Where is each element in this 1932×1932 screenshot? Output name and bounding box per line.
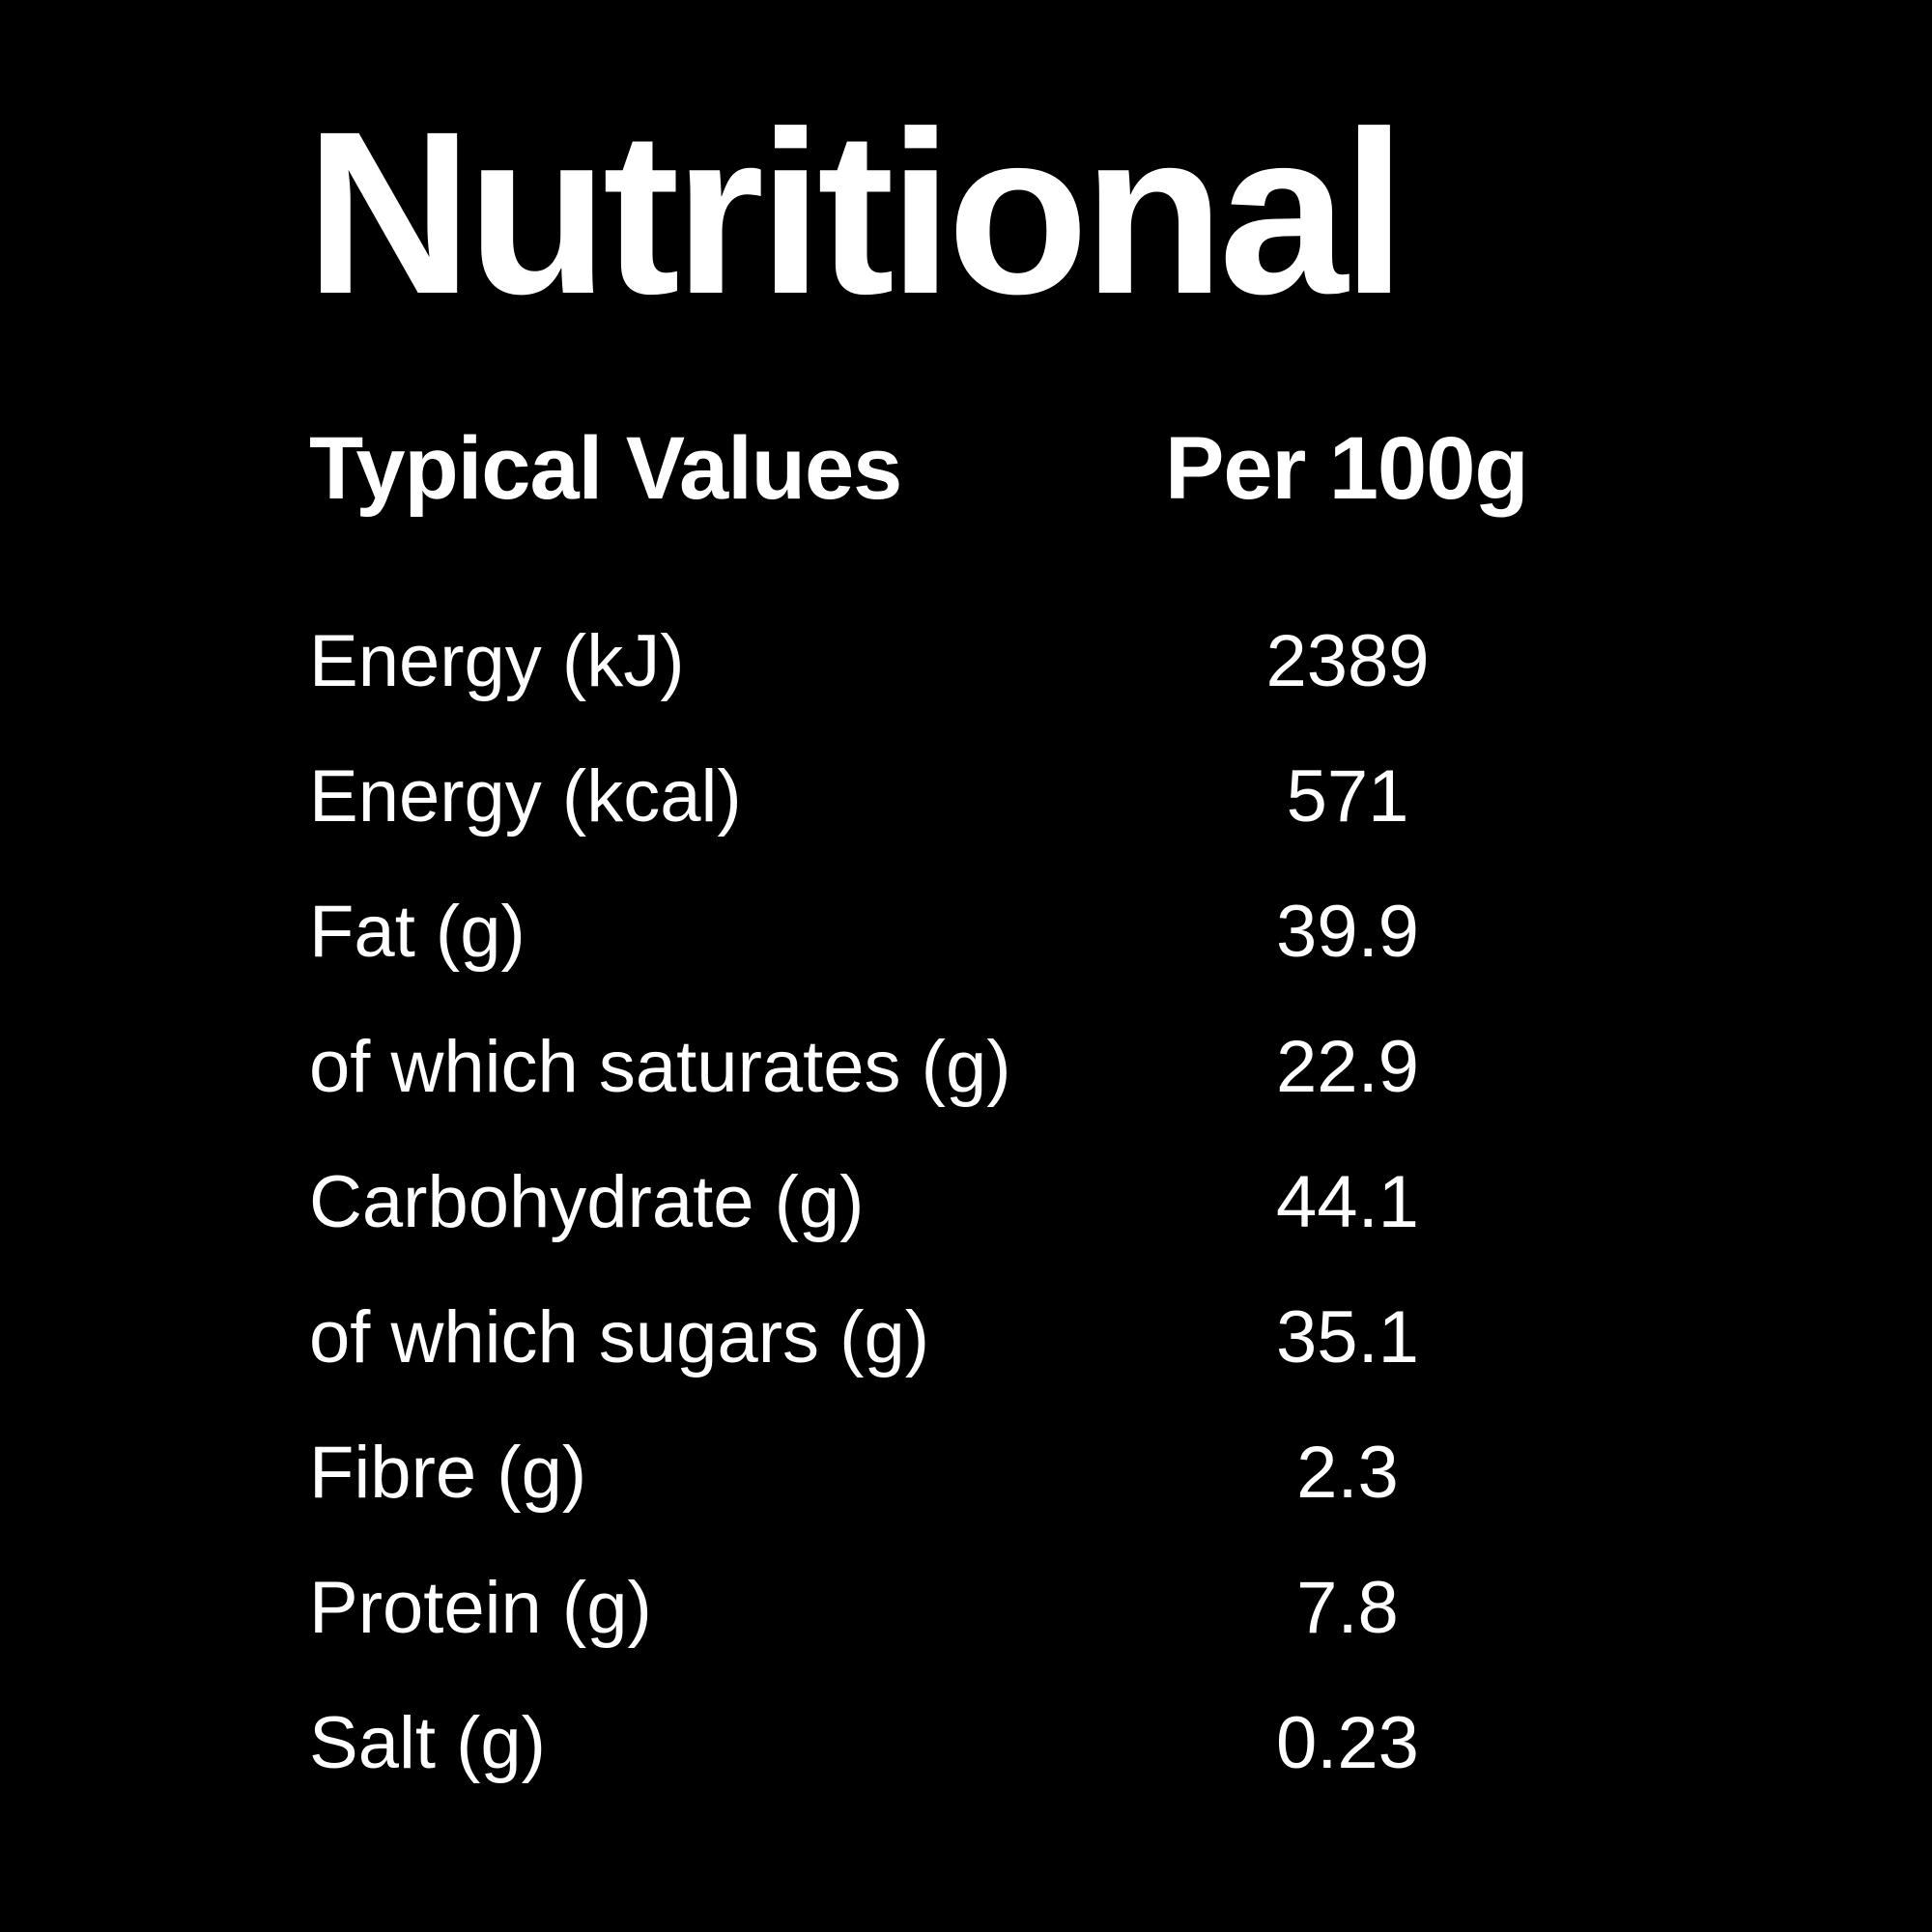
table-row: Energy (kJ) 2389 (0, 609, 1932, 744)
row-value: 44.1 (1276, 1161, 1419, 1243)
row-label: Energy (kJ) (309, 620, 685, 702)
table-row: Protein (g) 7.8 (0, 1555, 1932, 1690)
table-header-row: Typical Values Per 100g (0, 415, 1932, 522)
row-value: 2389 (1265, 620, 1430, 702)
nutrition-table: Energy (kJ) 2389 Energy (kcal) 571 Fat (… (0, 609, 1932, 1826)
row-value: 7.8 (1296, 1567, 1399, 1649)
row-label: of which sugars (g) (309, 1296, 930, 1378)
table-row: of which saturates (g) 22.9 (0, 1014, 1932, 1150)
row-label: Protein (g) (309, 1567, 652, 1649)
row-label: Energy (kcal) (309, 755, 742, 838)
table-row: Energy (kcal) 571 (0, 744, 1932, 879)
table-row: of which sugars (g) 35.1 (0, 1285, 1932, 1420)
row-value: 22.9 (1276, 1026, 1419, 1108)
table-row: Fibre (g) 2.3 (0, 1420, 1932, 1555)
row-label: Fat (g) (309, 891, 526, 973)
column-header-per-100g: Per 100g (1165, 419, 1529, 518)
table-row: Fat (g) 39.9 (0, 879, 1932, 1014)
page-title: Nutritional (305, 83, 1406, 342)
row-label: of which saturates (g) (309, 1026, 1011, 1108)
row-value: 2.3 (1296, 1432, 1399, 1514)
row-value: 571 (1286, 755, 1409, 838)
row-label: Salt (g) (309, 1702, 546, 1784)
row-value: 35.1 (1276, 1296, 1419, 1378)
row-value: 39.9 (1276, 891, 1419, 973)
row-label: Carbohydrate (g) (309, 1161, 865, 1243)
row-label: Fibre (g) (309, 1432, 587, 1514)
column-header-typical-values: Typical Values (309, 419, 902, 518)
row-value: 0.23 (1276, 1702, 1419, 1784)
table-row: Carbohydrate (g) 44.1 (0, 1150, 1932, 1285)
table-row: Salt (g) 0.23 (0, 1690, 1932, 1826)
